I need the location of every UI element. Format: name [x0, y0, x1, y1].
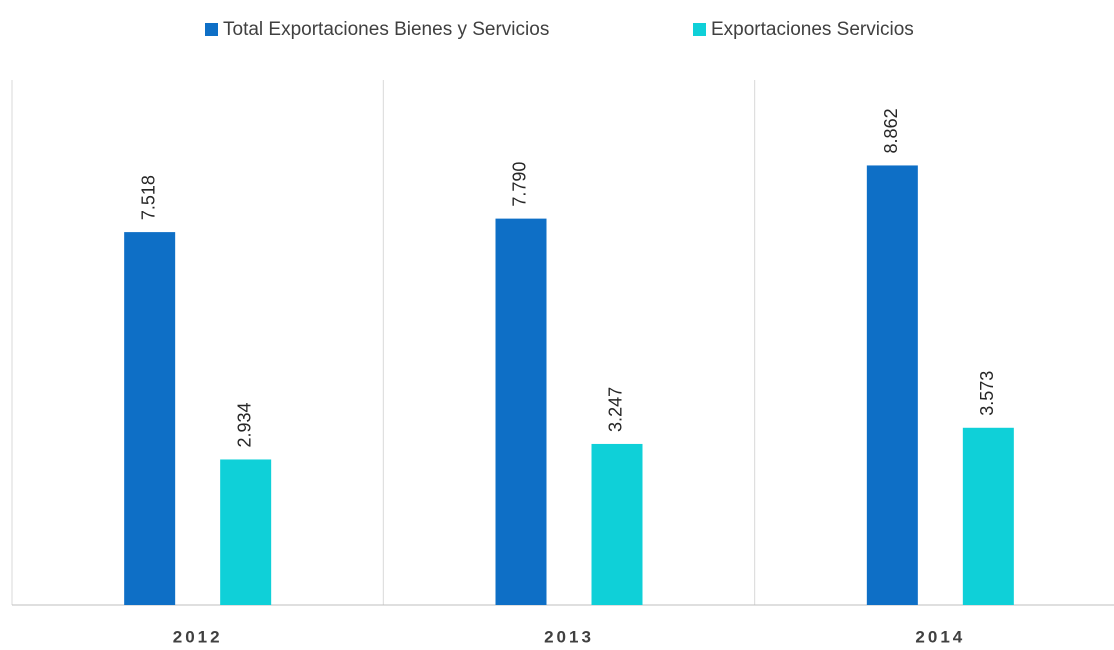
x-tick-label: 2014	[915, 627, 965, 646]
x-tick-label: 2012	[173, 627, 223, 646]
legend-label: Exportaciones Servicios	[711, 19, 914, 40]
bar	[962, 427, 1014, 605]
x-tick-label: 2013	[544, 627, 594, 646]
bar	[495, 218, 547, 605]
bar	[124, 232, 176, 606]
bar	[220, 459, 272, 605]
legend-swatch	[693, 23, 706, 36]
value-label: 7.790	[510, 162, 530, 207]
legend-swatch	[205, 23, 218, 36]
bar	[591, 443, 643, 605]
value-label: 3.573	[977, 371, 997, 416]
value-label: 2.934	[234, 402, 254, 447]
value-label: 3.247	[606, 387, 626, 432]
legend-label: Total Exportaciones Bienes y Servicios	[223, 19, 549, 40]
bar	[866, 165, 918, 605]
value-label: 7.518	[138, 175, 158, 220]
value-label: 8.862	[881, 108, 901, 153]
